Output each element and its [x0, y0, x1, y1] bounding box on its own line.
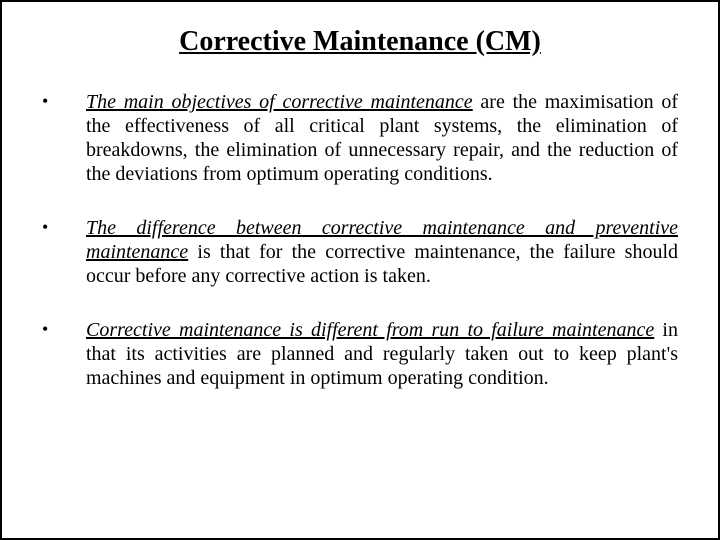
slide-frame: Corrective Maintenance (CM) • The main o…: [0, 0, 720, 540]
bullet-lead: The main objectives of corrective mainte…: [86, 91, 473, 113]
bullet-marker: •: [42, 318, 86, 390]
bullet-lead: Corrective maintenance is different from…: [86, 319, 654, 341]
list-item: • The main objectives of corrective main…: [42, 90, 678, 186]
bullet-marker: •: [42, 216, 86, 288]
bullet-list: • The main objectives of corrective main…: [42, 90, 678, 390]
bullet-text: Corrective maintenance is different from…: [86, 318, 678, 390]
list-item: • The difference between corrective main…: [42, 216, 678, 288]
list-item: • Corrective maintenance is different fr…: [42, 318, 678, 390]
bullet-marker: •: [42, 90, 86, 186]
slide-title: Corrective Maintenance (CM): [42, 26, 678, 58]
bullet-text: The difference between corrective mainte…: [86, 216, 678, 288]
bullet-text: The main objectives of corrective mainte…: [86, 90, 678, 186]
